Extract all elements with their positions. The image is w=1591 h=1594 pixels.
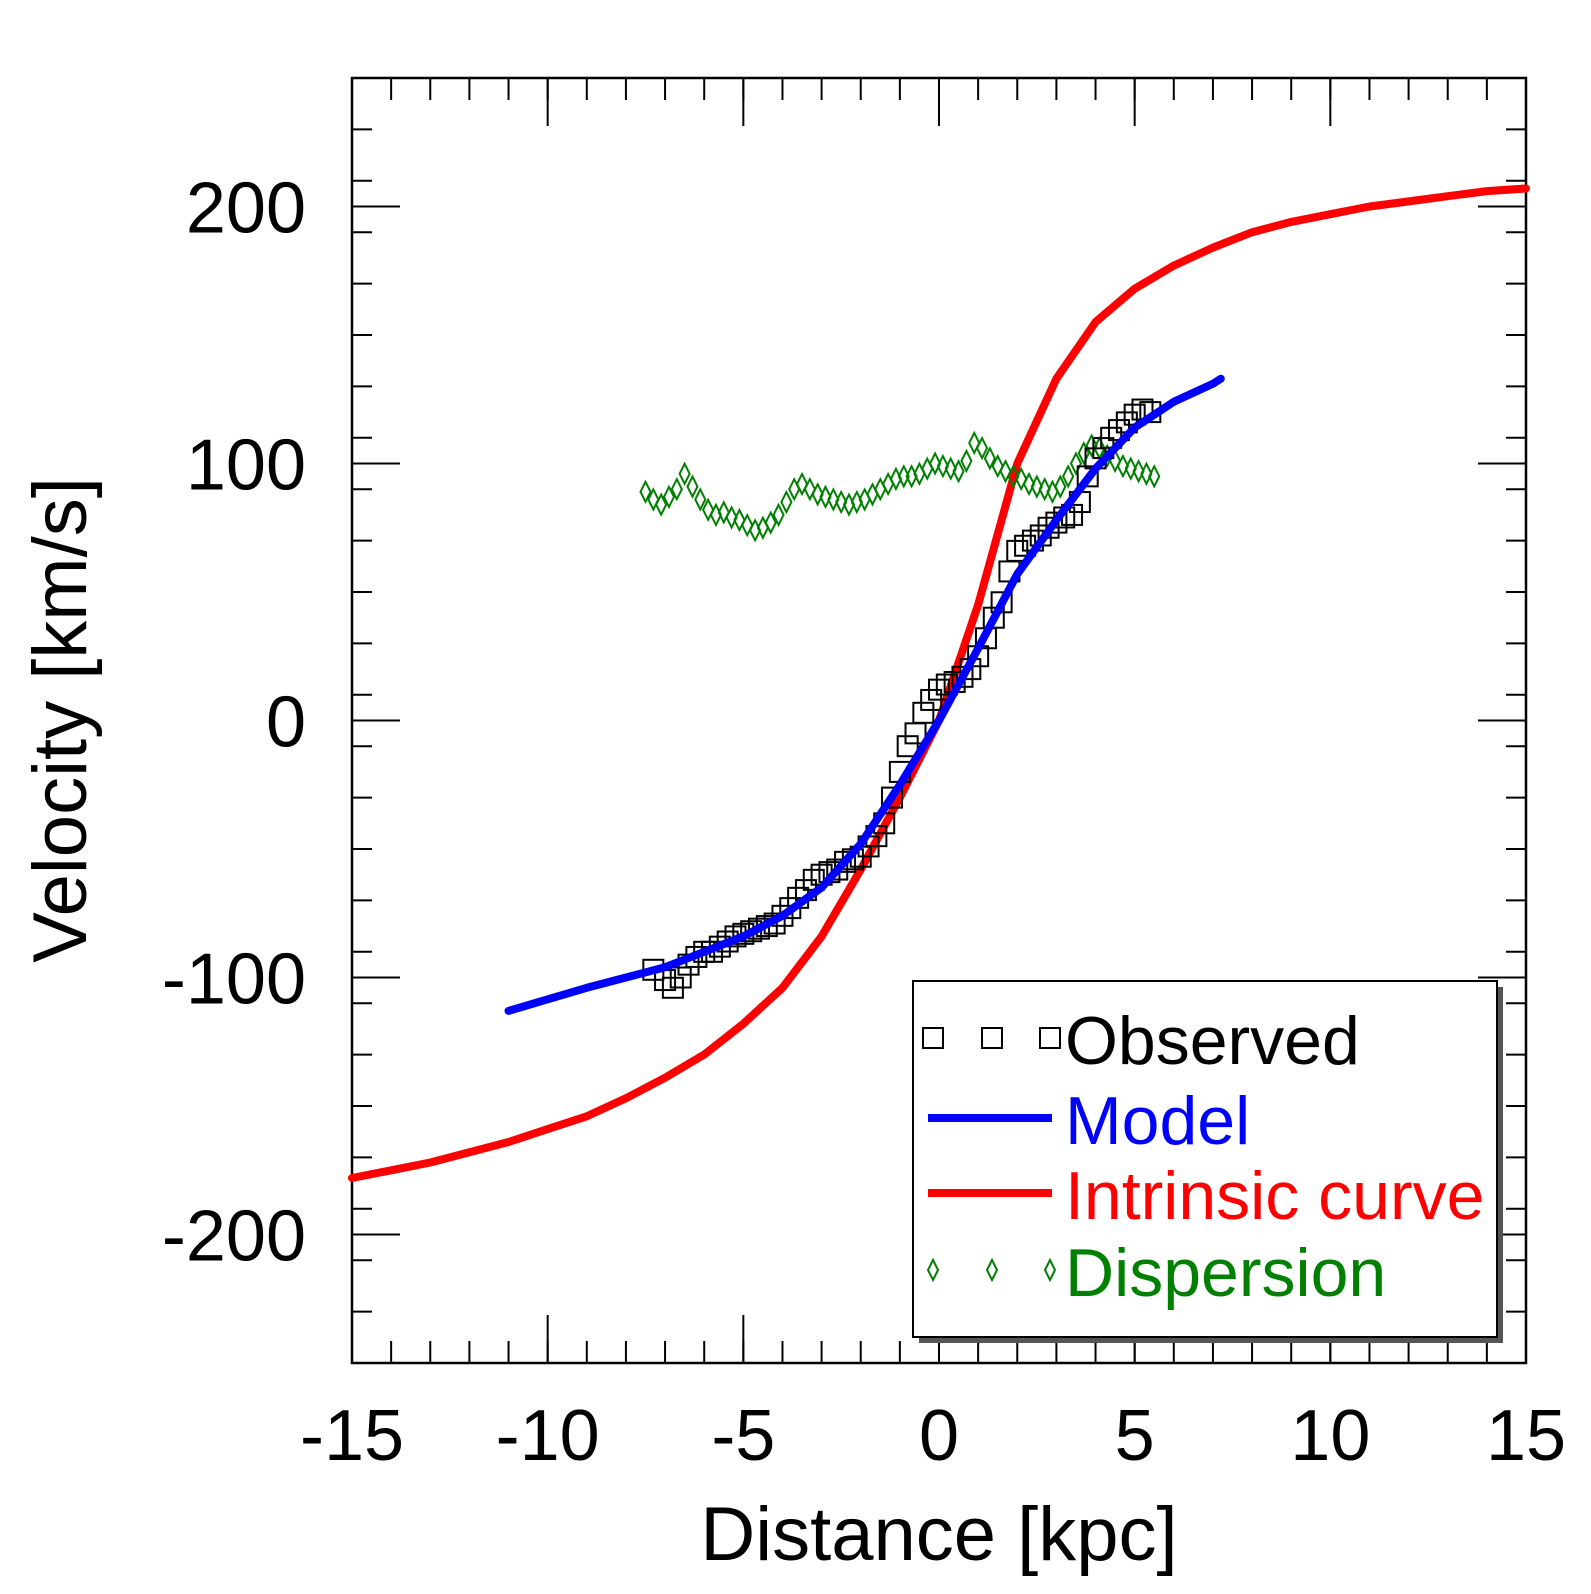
observed-point bbox=[951, 665, 974, 688]
observed-point bbox=[896, 735, 919, 758]
series-model bbox=[504, 374, 1225, 1015]
x-axis-label: Distance [kpc] bbox=[700, 1492, 1177, 1577]
dispersion-point bbox=[1038, 476, 1051, 502]
dispersion-point bbox=[960, 448, 973, 474]
y-tick-label: -200 bbox=[162, 1197, 306, 1277]
observed-point bbox=[912, 701, 935, 724]
observed-point bbox=[1045, 511, 1068, 534]
legend-box bbox=[912, 980, 1498, 1338]
observed-point bbox=[834, 850, 857, 873]
dispersion-point bbox=[1140, 461, 1153, 487]
dispersion-point bbox=[1132, 458, 1145, 484]
observed-point bbox=[1076, 465, 1099, 488]
dispersion-point bbox=[1007, 464, 1020, 489]
dispersion-point bbox=[944, 456, 957, 481]
y-tick-labels: -200 -100 0 100 200 bbox=[162, 169, 306, 1277]
dispersion-point bbox=[1030, 474, 1043, 499]
x-tick-label: 15 bbox=[1486, 1396, 1566, 1476]
legend-diamond-swatch bbox=[1043, 1257, 1057, 1283]
y-tick-label: 200 bbox=[186, 169, 306, 249]
legend-label: Intrinsic curve bbox=[1065, 1158, 1484, 1234]
dispersion-point bbox=[780, 489, 793, 515]
legend-diamond-swatch bbox=[926, 1257, 940, 1283]
dispersion-point bbox=[928, 451, 942, 476]
legend-item-dispersion: Dispersion bbox=[926, 1235, 1386, 1311]
x-tick-label: 10 bbox=[1290, 1396, 1370, 1476]
legend-square-swatch bbox=[1039, 1027, 1061, 1049]
series-dispersion bbox=[639, 430, 1161, 543]
legend-item-intrinsic-curve: Intrinsic curve bbox=[928, 1158, 1484, 1234]
y-tick-label: 100 bbox=[186, 426, 306, 506]
x-tick-label: -15 bbox=[300, 1396, 404, 1476]
observed-point bbox=[982, 606, 1005, 629]
dispersion-point bbox=[725, 505, 738, 530]
legend-item-observed: Observed bbox=[922, 1003, 1360, 1079]
dispersion-point bbox=[701, 497, 715, 522]
dispersion-point bbox=[655, 492, 668, 517]
dispersion-point bbox=[897, 464, 910, 489]
y-tick-label: 0 bbox=[266, 683, 306, 763]
x-tick-label: -10 bbox=[496, 1396, 600, 1476]
dispersion-point bbox=[1015, 466, 1028, 492]
dispersion-point bbox=[1077, 440, 1090, 466]
dispersion-point bbox=[819, 484, 832, 510]
dispersion-point bbox=[772, 502, 785, 528]
dispersion-point bbox=[1022, 471, 1036, 497]
dispersion-point bbox=[1124, 456, 1137, 481]
dispersion-point bbox=[764, 510, 777, 535]
legend-square-swatch bbox=[922, 1027, 944, 1049]
legend-label: Dispersion bbox=[1065, 1235, 1386, 1311]
dispersion-point bbox=[811, 482, 824, 507]
observed-point bbox=[881, 786, 904, 809]
observed-point bbox=[928, 678, 950, 701]
dispersion-point bbox=[1069, 451, 1083, 476]
series-layer bbox=[348, 184, 1530, 1182]
dispersion-point bbox=[983, 446, 996, 471]
dispersion-point bbox=[991, 453, 1004, 479]
dispersion-point bbox=[717, 500, 730, 525]
dispersion-point bbox=[827, 487, 840, 512]
legend-label: Observed bbox=[1065, 1003, 1360, 1079]
dispersion-point bbox=[968, 430, 981, 456]
legend-item-model: Model bbox=[928, 1083, 1250, 1159]
dispersion-point bbox=[647, 487, 660, 512]
dispersion-point bbox=[803, 476, 816, 502]
observed-point bbox=[669, 966, 692, 989]
dispersion-point bbox=[795, 471, 809, 497]
y-axis-label: Velocity [km/s] bbox=[18, 477, 103, 963]
dispersion-point bbox=[678, 461, 691, 487]
legend-label: Model bbox=[1065, 1083, 1250, 1159]
legend-diamond-swatch bbox=[985, 1257, 999, 1283]
x-tick-label: 0 bbox=[919, 1396, 959, 1476]
dispersion-point bbox=[662, 484, 676, 510]
dispersion-point bbox=[639, 479, 652, 505]
dispersion-point bbox=[670, 476, 683, 502]
observed-point bbox=[771, 904, 794, 927]
dispersion-point bbox=[686, 474, 699, 499]
x-tick-label: -5 bbox=[711, 1396, 775, 1476]
dispersion-point bbox=[1062, 464, 1075, 489]
y-tick-label: -100 bbox=[162, 940, 306, 1020]
x-tick-label: 5 bbox=[1115, 1396, 1155, 1476]
series-line bbox=[504, 374, 1225, 1015]
dispersion-point bbox=[952, 458, 965, 484]
observed-point bbox=[747, 917, 770, 940]
legend-square-swatch bbox=[981, 1027, 1003, 1049]
x-tick-labels: -15 -10 -5 0 5 10 15 bbox=[300, 1396, 1566, 1476]
dispersion-point bbox=[741, 512, 754, 538]
dispersion-point bbox=[1116, 453, 1130, 479]
dispersion-point bbox=[999, 458, 1012, 484]
dispersion-point bbox=[1085, 433, 1098, 458]
major-ticks bbox=[351, 78, 1527, 1363]
dispersion-point bbox=[975, 435, 989, 461]
dispersion-point bbox=[1054, 474, 1067, 499]
dispersion-point bbox=[1148, 464, 1161, 489]
dispersion-point bbox=[694, 487, 707, 512]
dispersion-point bbox=[936, 453, 950, 479]
dispersion-point bbox=[835, 489, 848, 515]
dispersion-point bbox=[733, 507, 746, 533]
